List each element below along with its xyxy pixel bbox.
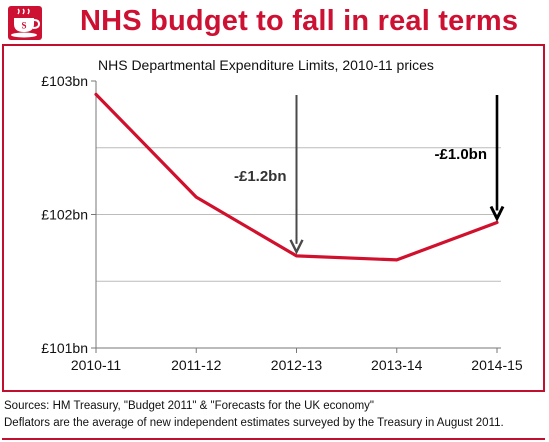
y-axis-labels: £103bn £102bn £101bn bbox=[41, 73, 88, 356]
gridlines bbox=[96, 147, 501, 282]
annotation-arrow-head bbox=[289, 239, 304, 255]
chart-title: NHS Departmental Expenditure Limits, 201… bbox=[98, 57, 434, 73]
x-tick-label: 2014-15 bbox=[471, 357, 523, 373]
y-tick-label: £103bn bbox=[41, 73, 88, 89]
x-tick-label: 2011-12 bbox=[171, 357, 222, 373]
x-tick-label: 2010-11 bbox=[71, 357, 122, 373]
x-axis-labels: 2010-11 2011-12 2012-13 2013-14 2014-15 bbox=[71, 357, 523, 373]
y-tick-label: £101bn bbox=[41, 340, 88, 356]
sources-line: Sources: HM Treasury, "Budget 2011" & "F… bbox=[4, 400, 375, 412]
deflators-note: Deflators are the average of new indepen… bbox=[4, 417, 504, 429]
page-title: NHS budget to fall in real terms bbox=[80, 5, 519, 37]
x-tick-label: 2012-13 bbox=[271, 357, 323, 373]
teacup-icon: S bbox=[8, 6, 42, 40]
axes bbox=[91, 80, 501, 353]
chart-frame bbox=[2, 44, 545, 392]
sources-note: Sources: HM Treasury, "Budget 2011" & "F… bbox=[4, 398, 504, 432]
svg-text:S: S bbox=[21, 21, 26, 31]
annotation-label: -£1.0bn bbox=[434, 146, 487, 163]
x-tick-label: 2013-14 bbox=[371, 357, 423, 373]
y-tick-label: £102bn bbox=[41, 207, 88, 223]
bottom-rule bbox=[2, 438, 545, 440]
series-line bbox=[94, 92, 499, 262]
series-lines bbox=[94, 92, 499, 262]
header: S NHS budget to fall in real terms bbox=[0, 0, 549, 46]
annotations: -£1.2bn -£1.0bn bbox=[234, 95, 505, 255]
annotation-arrow-head bbox=[489, 205, 505, 222]
annotation-label: -£1.2bn bbox=[234, 168, 287, 185]
